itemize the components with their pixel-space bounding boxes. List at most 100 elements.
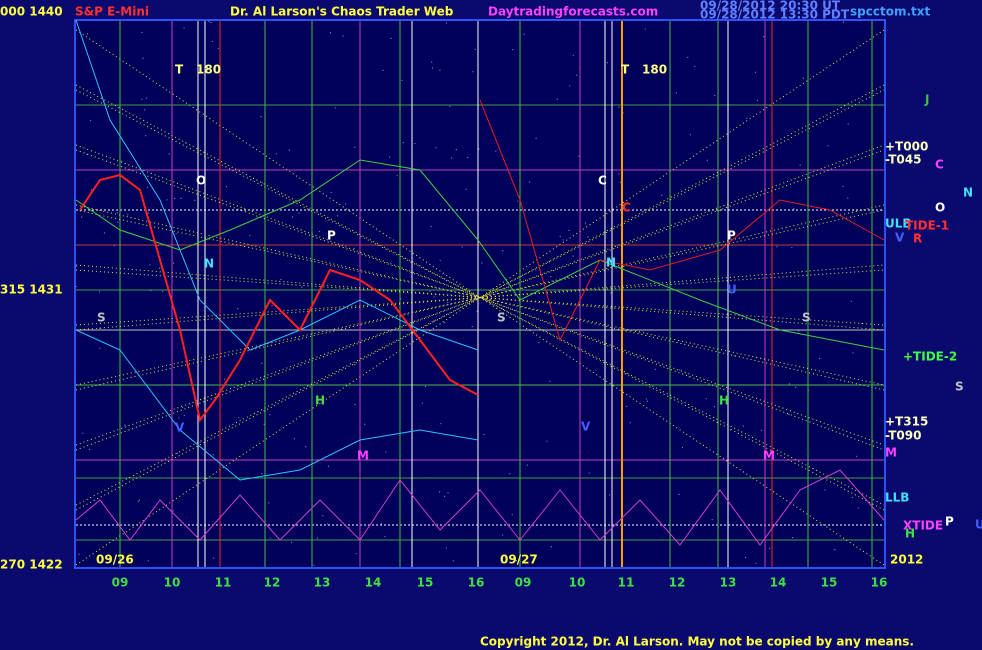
side-letter: S bbox=[955, 380, 964, 394]
dot bbox=[172, 262, 175, 264]
dot bbox=[223, 378, 226, 380]
dot bbox=[180, 197, 182, 199]
dot bbox=[572, 255, 574, 257]
dot bbox=[791, 246, 793, 249]
price-label: 000 1440 bbox=[0, 5, 63, 19]
dot bbox=[194, 199, 196, 201]
dot bbox=[301, 286, 303, 288]
dot bbox=[842, 185, 844, 188]
dot bbox=[714, 94, 716, 97]
dot bbox=[495, 150, 497, 152]
plot-letter: T bbox=[175, 63, 184, 77]
dot bbox=[271, 304, 273, 307]
dot bbox=[791, 537, 794, 539]
dot bbox=[452, 560, 454, 562]
right-label: -T045 bbox=[885, 153, 921, 167]
diag bbox=[75, 209, 885, 386]
dot bbox=[145, 97, 147, 99]
plot-letter: V bbox=[581, 420, 591, 434]
dot bbox=[147, 212, 149, 214]
dot bbox=[174, 197, 176, 200]
dot bbox=[744, 556, 747, 559]
dot bbox=[502, 250, 504, 252]
dot bbox=[168, 153, 170, 155]
dot bbox=[137, 500, 139, 502]
plot-letter: P bbox=[327, 229, 336, 243]
dot bbox=[788, 413, 790, 416]
dot bbox=[515, 559, 518, 562]
dot bbox=[733, 355, 735, 357]
plot-letter: M bbox=[357, 449, 369, 463]
plot-letter: T bbox=[621, 63, 630, 77]
hour-label: 10 bbox=[569, 576, 586, 590]
dot bbox=[742, 425, 745, 427]
dot bbox=[681, 446, 684, 449]
dot bbox=[679, 369, 681, 371]
right-label: TIDE-1 bbox=[905, 219, 949, 233]
right-label: XTIDE bbox=[903, 519, 943, 533]
price-label: 270 1422 bbox=[0, 558, 63, 572]
dot bbox=[562, 239, 564, 241]
dot bbox=[430, 225, 432, 228]
plot-letter: P bbox=[727, 229, 736, 243]
dot bbox=[587, 236, 589, 238]
dot bbox=[549, 380, 551, 382]
dot bbox=[354, 363, 356, 366]
hour-label: 13 bbox=[720, 576, 737, 590]
plot-letter: S bbox=[97, 311, 106, 325]
side-letter: R bbox=[913, 232, 922, 246]
dot bbox=[199, 441, 201, 443]
dot bbox=[618, 106, 620, 108]
dot bbox=[461, 246, 463, 248]
dot bbox=[217, 47, 219, 49]
dot bbox=[550, 276, 552, 278]
dot bbox=[478, 148, 480, 150]
dot bbox=[166, 199, 168, 201]
side-letter: J bbox=[924, 93, 929, 107]
dot bbox=[211, 40, 213, 42]
side-letter: H bbox=[905, 527, 915, 541]
dot bbox=[313, 564, 315, 566]
dot bbox=[124, 424, 126, 426]
dot bbox=[305, 446, 307, 448]
dot bbox=[421, 402, 424, 404]
dot bbox=[127, 214, 129, 216]
dot bbox=[578, 155, 580, 157]
dot bbox=[327, 523, 329, 525]
dot bbox=[433, 319, 435, 322]
dot bbox=[620, 181, 622, 183]
dot bbox=[799, 164, 801, 166]
diag bbox=[75, 84, 885, 511]
dot bbox=[431, 67, 434, 69]
right-label: +TIDE-2 bbox=[903, 350, 957, 364]
dot bbox=[269, 537, 271, 539]
dot bbox=[851, 496, 853, 499]
side-letter: P bbox=[945, 515, 954, 529]
dot bbox=[334, 107, 336, 109]
dot bbox=[172, 510, 174, 512]
file-name: spcctom.txt bbox=[850, 5, 930, 19]
dot bbox=[316, 537, 318, 539]
dot bbox=[382, 69, 384, 71]
dot bbox=[181, 406, 184, 408]
plot-letter: N bbox=[606, 256, 616, 270]
dot bbox=[353, 247, 355, 249]
dot bbox=[329, 32, 332, 34]
dot bbox=[141, 98, 143, 100]
right-label: LLB bbox=[885, 491, 909, 505]
dot bbox=[117, 221, 119, 223]
dot bbox=[474, 48, 476, 50]
dot bbox=[435, 147, 437, 149]
timestamp: 09/28/2012 20:30 UT bbox=[700, 0, 841, 13]
dot bbox=[438, 491, 441, 493]
dot bbox=[261, 362, 263, 364]
dot bbox=[526, 464, 529, 466]
dot bbox=[529, 181, 531, 183]
dot bbox=[451, 157, 453, 159]
dot bbox=[776, 246, 778, 248]
price-label: 315 1431 bbox=[0, 283, 63, 297]
plot-letter: N bbox=[204, 257, 214, 271]
dot bbox=[654, 368, 656, 370]
dot bbox=[149, 264, 151, 266]
